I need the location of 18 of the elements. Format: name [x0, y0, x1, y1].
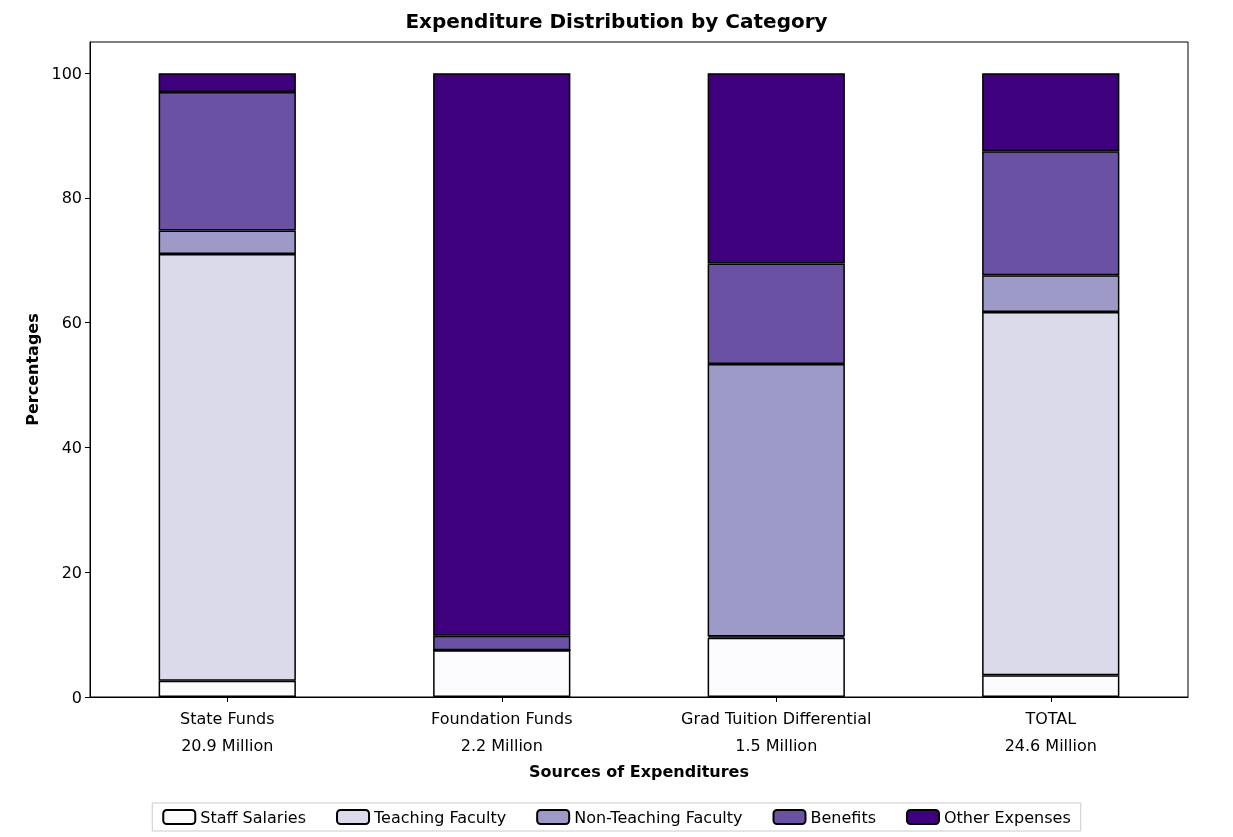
legend-label: Staff Salaries — [200, 807, 307, 827]
y-tick-label: 100 — [51, 63, 82, 83]
y-tick-label: 0 — [71, 687, 82, 707]
x-axis-title: Sources of Expenditures — [529, 762, 749, 782]
x-tick-label: State Funds 20.9 Million — [179, 709, 275, 755]
y-tick-label: 60 — [61, 313, 82, 333]
y-tick-label: 20 — [61, 562, 82, 582]
legend-label: Benefits — [810, 807, 876, 827]
legend-label: Other Expenses — [943, 807, 1071, 827]
x-tick-label: Foundation Funds 2.2 Million — [431, 709, 573, 755]
y-tick-label: 80 — [61, 188, 82, 208]
y-axis-title: Percentages — [23, 313, 43, 426]
y-tick-label: 40 — [61, 437, 82, 457]
legend-label: Non-Teaching Faculty — [574, 807, 743, 827]
chart-title: Expenditure Distribution by Category — [405, 9, 828, 33]
x-tick-label: TOTAL 24.6 Million — [1004, 709, 1097, 755]
legend-label: Teaching Faculty — [373, 807, 507, 827]
x-tick-label: Grad Tuition Differential 1.5 Million — [681, 709, 872, 755]
